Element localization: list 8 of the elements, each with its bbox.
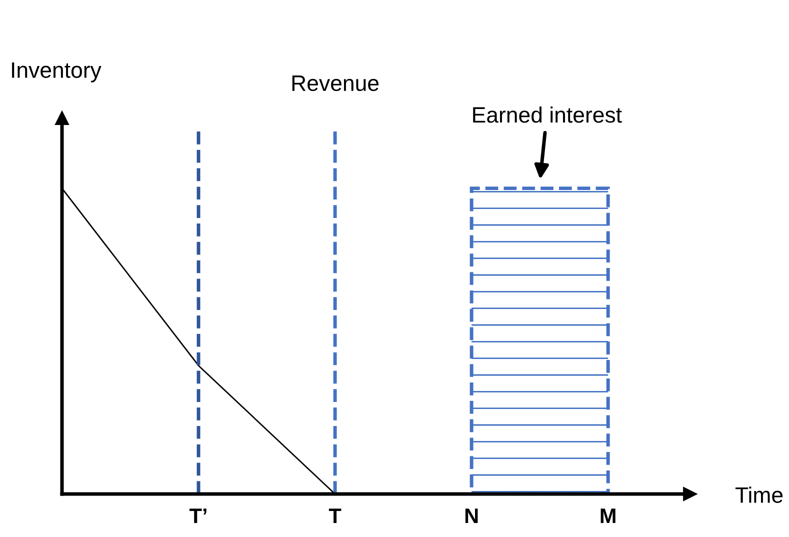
y-axis-title: Inventory bbox=[12, 62, 102, 82]
x-tick-label: T’ bbox=[190, 508, 206, 523]
x-tick-label: N bbox=[465, 508, 478, 523]
x-axis-title: Time bbox=[736, 486, 783, 503]
band-label: Earned interest bbox=[473, 106, 622, 123]
x-tick-label: T bbox=[328, 508, 342, 523]
ref-line-label: Revenue bbox=[292, 76, 379, 92]
x-tick-label: M bbox=[600, 508, 616, 523]
